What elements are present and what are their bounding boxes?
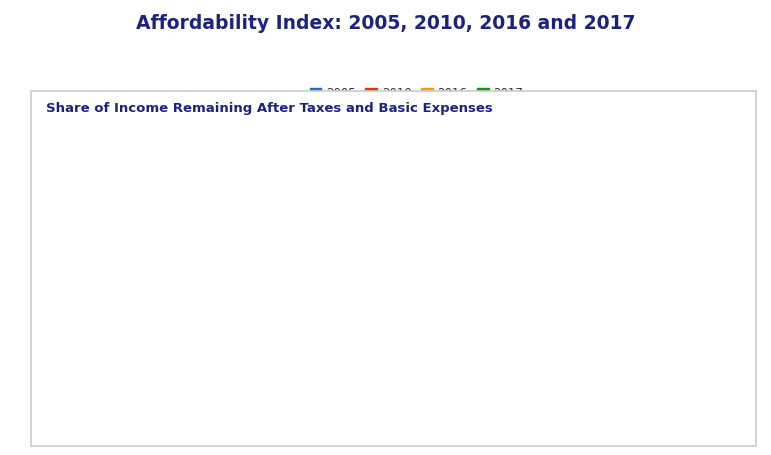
Bar <box>362 273 390 324</box>
Bar <box>279 273 307 305</box>
Legend: 2005, 2010, 2016, 2017: 2005, 2010, 2016, 2017 <box>305 82 528 105</box>
Bar <box>526 195 554 273</box>
Bar <box>662 234 690 273</box>
Bar <box>170 240 198 273</box>
Bar <box>635 243 662 273</box>
Bar <box>443 192 470 273</box>
Bar <box>307 273 335 324</box>
Bar <box>143 232 170 273</box>
Bar <box>606 238 635 273</box>
Text: Affordability Index: 2005, 2010, 2016 and 2017: Affordability Index: 2005, 2010, 2016 an… <box>136 14 635 33</box>
Bar <box>115 224 143 273</box>
Bar <box>470 197 498 273</box>
Bar <box>498 201 526 273</box>
Bar <box>335 273 362 330</box>
Text: Share of Income Remaining After Taxes and Basic Expenses: Share of Income Remaining After Taxes an… <box>46 102 493 116</box>
Bar <box>690 234 718 273</box>
Bar <box>198 240 227 273</box>
